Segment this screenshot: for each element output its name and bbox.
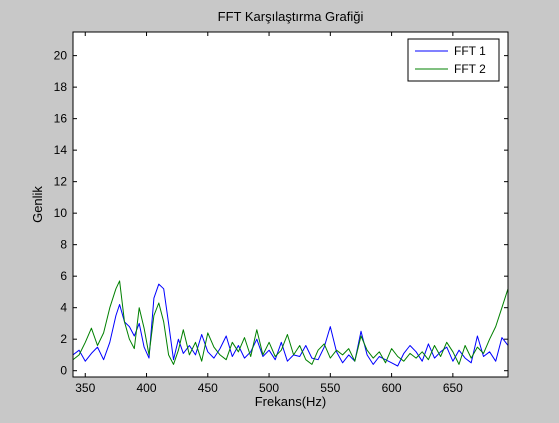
plot-area <box>73 32 508 377</box>
series-line-2 <box>73 280 508 365</box>
x-tick-label: 350 <box>75 381 95 395</box>
y-axis-title: Genlik <box>30 186 45 223</box>
x-tick-label: 450 <box>198 381 218 395</box>
y-tick-label: 0 <box>60 364 67 378</box>
y-tick-label: 6 <box>60 269 67 283</box>
y-tick-label: 18 <box>54 80 68 94</box>
y-tick-label: 14 <box>54 143 68 157</box>
y-tick-label: 20 <box>54 49 68 63</box>
series-layer <box>73 280 508 367</box>
x-tick-label: 500 <box>259 381 279 395</box>
chart-title: FFT Karşılaştırma Grafiği <box>218 9 364 24</box>
x-tick-label: 600 <box>382 381 402 395</box>
x-axis-ticks: 350 400 450 500 550 600 650 <box>75 32 463 395</box>
legend-label-fft-1: FFT 1 <box>454 44 486 58</box>
y-tick-label: 8 <box>60 238 67 252</box>
x-tick-label: 550 <box>320 381 340 395</box>
legend-label-fft-2: FFT 2 <box>454 62 486 76</box>
plot-frame <box>72 31 509 378</box>
series-line-1 <box>73 283 508 367</box>
y-tick-label: 4 <box>60 301 67 315</box>
y-tick-label: 10 <box>54 206 68 220</box>
x-axis-title: Frekans(Hz) <box>255 394 327 409</box>
legend-box <box>407 38 500 82</box>
y-tick-label: 12 <box>54 175 68 189</box>
x-tick-label: 650 <box>443 381 463 395</box>
y-tick-label: 2 <box>60 332 67 346</box>
y-tick-label: 16 <box>54 112 68 126</box>
x-tick-label: 400 <box>137 381 157 395</box>
y-axis-ticks: 0 2 4 6 8 10 12 14 16 18 20 <box>54 49 508 378</box>
legend[interactable]: FFT 1 FFT 2 <box>407 38 500 82</box>
